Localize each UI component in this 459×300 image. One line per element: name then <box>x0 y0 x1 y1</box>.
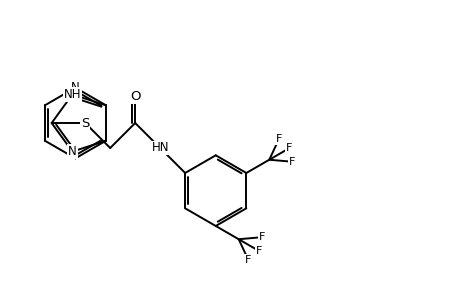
Text: NH: NH <box>63 88 81 101</box>
Text: HN: HN <box>151 142 168 154</box>
Text: F: F <box>275 134 281 144</box>
Text: N: N <box>71 81 79 94</box>
Text: F: F <box>285 143 292 153</box>
Text: F: F <box>255 246 261 256</box>
Text: F: F <box>245 255 251 265</box>
Text: O: O <box>129 90 140 103</box>
Text: F: F <box>258 232 264 242</box>
Text: F: F <box>288 157 295 167</box>
Text: N: N <box>68 145 77 158</box>
Text: S: S <box>81 116 89 130</box>
